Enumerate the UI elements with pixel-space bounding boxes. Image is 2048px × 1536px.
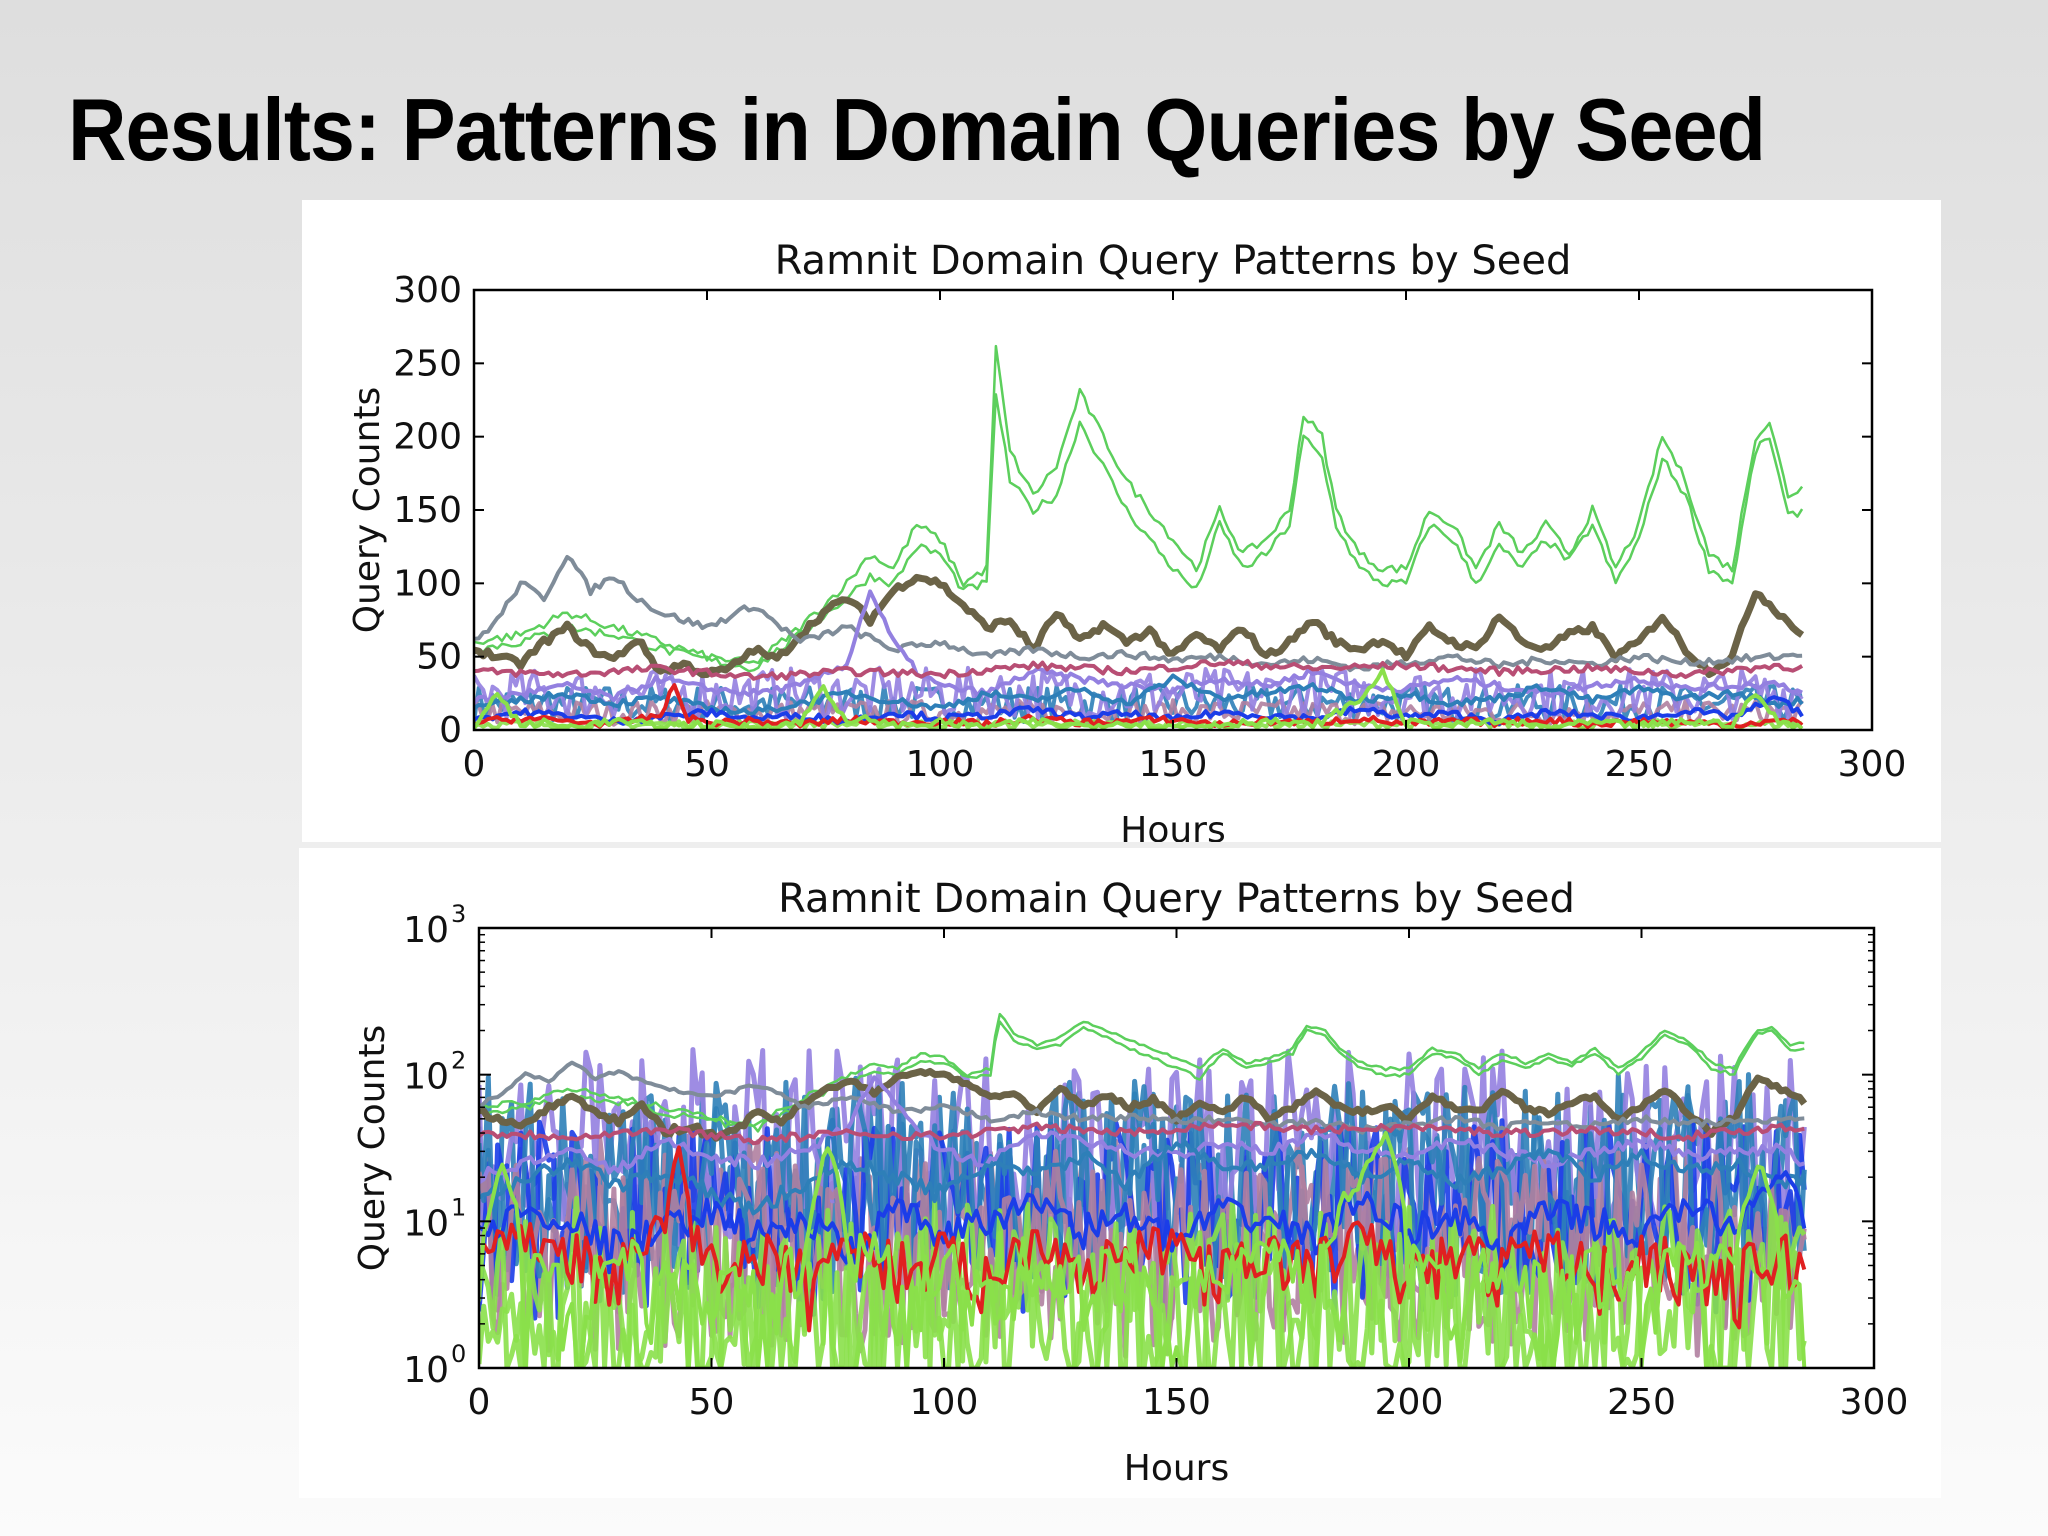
y-tick-label: 200 [393, 417, 462, 458]
x-tick-label: 200 [1375, 1382, 1444, 1423]
series-line [474, 695, 1804, 727]
series-line [479, 1060, 1805, 1135]
x-tick-label: 50 [689, 1382, 735, 1423]
chart-title: Ramnit Domain Query Patterns by Seed [775, 238, 1572, 284]
chart-panel-linear: Ramnit Domain Query Patterns by Seed Hour… [302, 200, 1941, 851]
slide-title: Results: Patterns in Domain Queries by S… [68, 80, 1766, 179]
x-tick-label: 250 [1605, 744, 1674, 785]
y-tick-label: 10 [403, 910, 449, 951]
x-axis-label: Hours [1124, 1448, 1229, 1489]
x-tick-label: 0 [468, 1382, 491, 1423]
plot-area [474, 344, 1805, 730]
chart-panel-log: Ramnit Domain Query Patterns by Seed Hour… [299, 848, 1941, 1498]
x-tick-label: 300 [1838, 744, 1907, 785]
y-tick-label: 10 [403, 1057, 449, 1098]
y-tick-label: 150 [393, 490, 462, 531]
y-tick-label: 300 [393, 270, 462, 311]
plot-area [479, 1012, 1808, 1368]
series-line [474, 673, 1804, 716]
x-tick-label: 150 [1139, 744, 1208, 785]
y-axis-label: Query Counts [352, 1025, 393, 1272]
x-tick-label: 200 [1372, 744, 1441, 785]
series-line [479, 1012, 1805, 1128]
series-line [479, 1140, 1807, 1219]
series-line [474, 658, 1804, 681]
x-tick-label: 50 [684, 744, 730, 785]
series-line [474, 667, 1804, 730]
x-tick-label: 100 [910, 1382, 979, 1423]
chart-log-scale: Ramnit Domain Query Patterns by Seed Hour… [352, 876, 1909, 1489]
y-tick-exponent: 0 [451, 1340, 466, 1368]
chart-title: Ramnit Domain Query Patterns by Seed [778, 876, 1575, 922]
series-line [479, 1170, 1807, 1279]
x-tick-label: 150 [1142, 1382, 1211, 1423]
y-tick-label: 50 [416, 637, 462, 678]
x-axis-label: Hours [1120, 810, 1225, 842]
y-tick-exponent: 2 [451, 1047, 466, 1075]
x-tick-label: 250 [1607, 1382, 1676, 1423]
series-line [479, 1075, 1805, 1185]
y-tick-label: 0 [439, 710, 462, 751]
series-line [479, 1145, 1807, 1333]
series-line [474, 589, 1803, 705]
x-tick-label: 100 [906, 744, 975, 785]
series-line [479, 1131, 1807, 1368]
series-line [474, 344, 1804, 665]
series-line [479, 1020, 1805, 1133]
y-tick-label: 100 [393, 563, 462, 604]
y-tick-exponent: 3 [451, 900, 466, 928]
y-axis-label: Query Counts [347, 387, 388, 634]
series-line [474, 393, 1804, 673]
x-tick-label: 0 [463, 744, 486, 785]
series-line [474, 555, 1803, 673]
y-tick-exponent: 1 [451, 1193, 466, 1221]
chart-linear-scale: Ramnit Domain Query Patterns by Seed Hour… [347, 238, 1907, 851]
series-line [474, 573, 1805, 679]
series-line [479, 1120, 1805, 1146]
y-tick-label: 250 [393, 343, 462, 384]
series-line [474, 683, 1804, 730]
x-tick-label: 300 [1840, 1382, 1909, 1423]
y-tick-label: 10 [403, 1350, 449, 1391]
y-tick-label: 10 [403, 1203, 449, 1244]
